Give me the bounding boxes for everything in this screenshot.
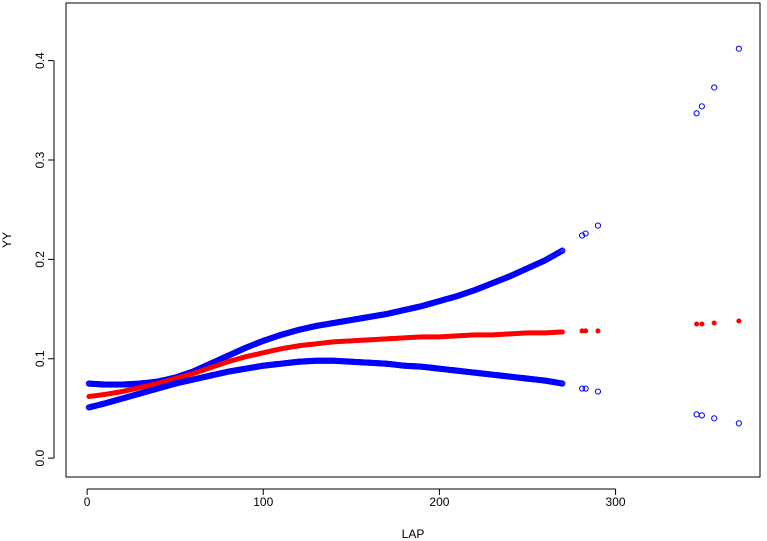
series-lower-bound	[85, 357, 742, 427]
y-tick-label: 0.2	[33, 251, 47, 268]
lower-bound-point	[698, 412, 705, 419]
lower-bound-point	[711, 415, 718, 422]
upper-bound-point	[693, 110, 700, 117]
y-tick-label: 0.0	[33, 449, 47, 466]
fit-point	[699, 321, 705, 327]
x-tick-label: 300	[606, 495, 626, 509]
y-axis-title: YY	[0, 232, 14, 248]
upper-bound-point	[735, 45, 742, 52]
upper-bound-point	[594, 222, 602, 229]
fit-point	[595, 328, 601, 334]
x-axis: 0 100 200 300	[84, 488, 626, 509]
lower-bound-point	[693, 411, 700, 418]
fit-point	[711, 320, 717, 326]
series-fit	[86, 318, 742, 400]
x-tick-label: 0	[84, 495, 91, 509]
x-tick-label: 100	[253, 495, 273, 509]
lower-bound-point	[582, 385, 589, 392]
y-axis: 0.0 0.1 0.2 0.3 0.4	[33, 52, 55, 466]
upper-bound-point	[711, 84, 718, 91]
fit-point	[559, 329, 565, 335]
y-tick-label: 0.4	[33, 52, 47, 69]
y-tick-label: 0.1	[33, 350, 47, 367]
x-tick-label: 200	[429, 495, 449, 509]
lower-bound-point	[579, 385, 586, 392]
upper-bound-point	[698, 103, 705, 110]
x-axis-title: LAP	[402, 527, 425, 541]
plot-frame	[65, 2, 761, 478]
upper-bound-point	[559, 247, 566, 254]
lower-bound-point	[594, 388, 602, 395]
fit-point	[694, 321, 700, 327]
lower-bound-point	[559, 380, 566, 387]
series-layer	[85, 45, 742, 427]
y-tick-label: 0.3	[33, 151, 47, 168]
lower-bound-point	[735, 420, 742, 427]
upper-bound-point	[582, 230, 589, 237]
fit-point	[736, 318, 742, 324]
fit-point	[583, 328, 589, 334]
